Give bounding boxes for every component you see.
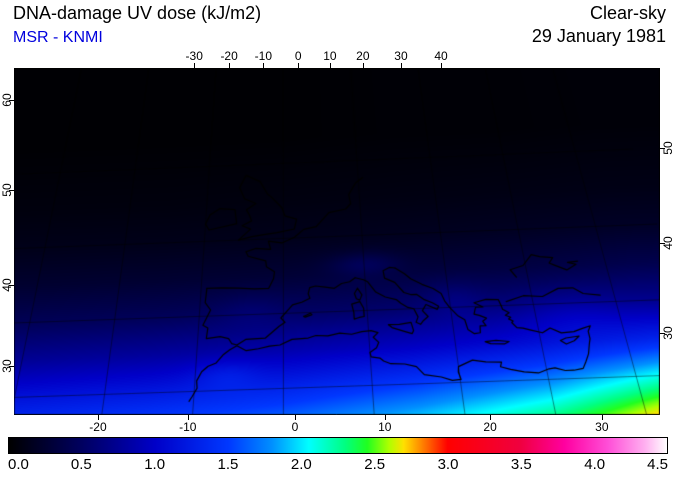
colorbar-tick-label: 1.0 xyxy=(144,456,166,473)
left-axis-tickmark xyxy=(9,99,14,101)
bottom-axis-tickmark xyxy=(601,415,603,420)
bottom-axis-tick-label: 20 xyxy=(483,420,497,434)
bottom-axis-tickmark xyxy=(384,415,386,420)
left-axis-tickmark xyxy=(9,284,14,286)
colorbar-tick-label: 1.5 xyxy=(217,456,239,473)
top-axis-tick-label: 30 xyxy=(394,49,408,63)
bottom-axis-tick-label: 0 xyxy=(291,420,299,434)
top-axis-tick-label: -30 xyxy=(185,49,203,63)
left-axis-tickmark xyxy=(9,366,14,368)
top-axis-tick-label: 10 xyxy=(323,49,337,63)
top-axis-tickmark xyxy=(194,63,196,68)
colorbar-tick-label: 4.0 xyxy=(584,456,606,473)
bottom-axis-tick-label: 10 xyxy=(378,420,392,434)
top-axis-tick-label: 40 xyxy=(434,49,448,63)
right-axis-tickmark xyxy=(660,333,665,335)
top-axis-tickmark xyxy=(400,63,402,68)
map-frame xyxy=(14,68,660,415)
top-axis-tick-label: -10 xyxy=(254,49,273,63)
top-axis-tick-label: 0 xyxy=(294,49,302,63)
bottom-axis-tick-label: 30 xyxy=(595,420,609,434)
top-axis-tick-label: 20 xyxy=(356,49,370,63)
top-axis-tick-label: -20 xyxy=(220,49,238,63)
figure-title: DNA-damage UV dose (kJ/m2) xyxy=(13,3,262,23)
top-axis-tickmark xyxy=(362,63,364,68)
colorbar-tick-label: 0.5 xyxy=(70,456,92,473)
bottom-axis-tick-label: -20 xyxy=(89,420,107,434)
colorbar-tick-label: 2.0 xyxy=(290,456,312,473)
top-axis-tickmark xyxy=(298,63,300,68)
top-axis-tickmark xyxy=(229,63,231,68)
bottom-axis-tickmark xyxy=(295,415,296,420)
right-axis-tickmark xyxy=(660,242,665,244)
left-axis-tickmark xyxy=(9,190,14,192)
colorbar-tick-label: 3.0 xyxy=(437,456,459,473)
right-axis-tickmark xyxy=(660,148,665,150)
top-axis-tickmark xyxy=(329,63,331,68)
bottom-axis-tickmark xyxy=(97,415,99,420)
bottom-axis-tickmark xyxy=(187,415,189,420)
top-axis-tickmark xyxy=(441,63,442,68)
bottom-axis-tick-label: -10 xyxy=(179,420,197,434)
colorbar-tick-label: 0.0 xyxy=(8,456,29,473)
date-label: 29 January 1981 xyxy=(531,26,666,46)
colorbar xyxy=(8,437,668,454)
top-axis-tickmark xyxy=(263,63,265,68)
bottom-axis-tickmark xyxy=(490,415,492,420)
uv-dose-map-canvas xyxy=(14,68,660,415)
colorbar-tick-label: 4.5 xyxy=(647,456,668,473)
colorbar-tick-label: 3.5 xyxy=(510,456,532,473)
colorbar-tick-label: 2.5 xyxy=(364,456,386,473)
sky-condition-label: Clear-sky xyxy=(589,3,666,23)
source-label: MSR - KNMI xyxy=(13,29,103,46)
